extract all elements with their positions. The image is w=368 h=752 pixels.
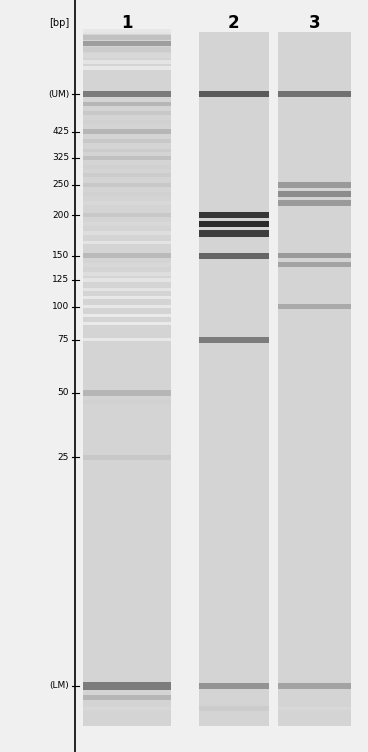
Bar [83,322,171,325]
Bar [83,201,171,205]
Bar [83,695,171,701]
Bar [83,91,171,97]
Bar [83,29,171,34]
Bar [83,454,171,460]
Bar [83,192,171,196]
Text: [bp]: [bp] [49,17,69,28]
Text: 150: 150 [52,251,69,260]
Text: (UM): (UM) [48,89,69,99]
Bar [278,32,351,726]
Bar [199,91,269,98]
Bar [83,390,171,396]
Bar [83,241,171,244]
Bar [83,32,171,726]
Bar [83,65,171,69]
Text: 125: 125 [52,275,69,284]
Text: 1: 1 [121,14,133,32]
Bar [278,304,351,310]
Bar [83,305,171,308]
Text: 2: 2 [228,14,240,32]
Bar [199,253,269,259]
Bar [83,165,171,168]
Text: 75: 75 [58,335,69,344]
Bar [83,213,171,217]
Bar [83,174,171,177]
Text: 425: 425 [52,127,69,136]
Bar [278,707,351,710]
Bar [83,156,171,160]
Bar [278,201,351,206]
Bar [83,102,171,106]
Bar [83,35,171,40]
Text: (LM): (LM) [49,681,69,690]
Bar [83,707,171,710]
Text: 250: 250 [52,180,69,190]
Bar [83,232,171,235]
Text: 25: 25 [58,453,69,462]
Bar [199,230,269,236]
Text: 100: 100 [52,302,69,311]
Bar [83,111,171,115]
Bar [199,221,269,227]
Bar [83,400,171,405]
Bar [278,91,351,98]
Bar [199,212,269,219]
Bar [83,120,171,123]
Bar [83,314,171,317]
Text: 200: 200 [52,211,69,220]
Bar [83,53,171,58]
Bar [83,277,171,281]
Bar [83,183,171,187]
Bar [278,182,351,187]
Bar [278,191,351,196]
Bar [199,706,269,711]
Bar [83,140,171,143]
Bar [83,47,171,52]
Bar [278,683,351,689]
Bar [83,129,171,134]
Bar [199,337,269,343]
Bar [83,253,171,258]
Bar [83,262,171,266]
Bar [83,288,171,291]
Bar [83,60,171,64]
Text: 50: 50 [58,388,69,397]
Bar [278,262,351,267]
Bar [199,32,269,726]
Text: 3: 3 [309,14,321,32]
Text: 325: 325 [52,153,69,162]
Bar [83,223,171,226]
Bar [83,682,171,690]
Bar [83,296,171,299]
Bar [278,253,351,258]
Bar [83,271,171,275]
Bar [83,338,171,341]
Bar [199,683,269,689]
Bar [83,41,171,47]
Bar [83,149,171,152]
